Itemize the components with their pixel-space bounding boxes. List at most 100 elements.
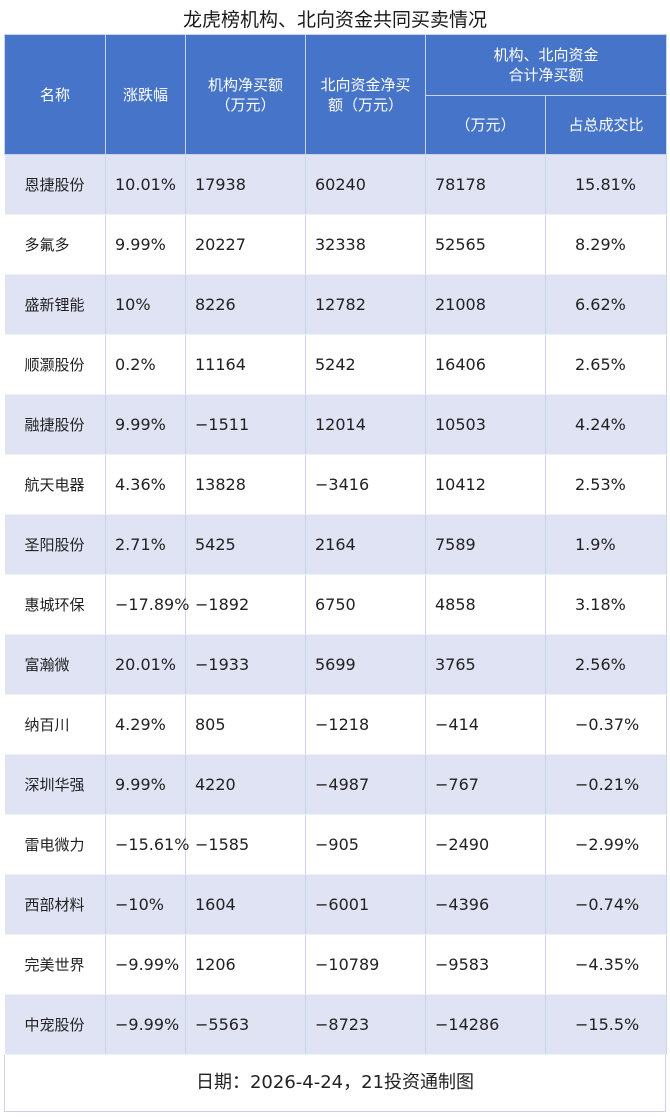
cell-combined-net-buy: 3765 (425, 634, 546, 695)
cell-north-net-buy: −8723 (305, 994, 426, 1055)
cell-combined-net-buy: −2490 (425, 814, 546, 875)
header-change: 涨跌幅 (105, 34, 186, 155)
cell-name: 盛新锂能 (4, 274, 106, 335)
cell-combined-net-buy: −414 (425, 694, 546, 755)
cell-combined-net-buy: 10412 (425, 454, 546, 515)
cell-north-net-buy: 12014 (305, 394, 426, 455)
cell-inst-net-buy: −1511 (185, 394, 306, 455)
cell-inst-net-buy: 805 (185, 694, 306, 755)
cell-inst-net-buy: 11164 (185, 334, 306, 395)
cell-north-net-buy: 6750 (305, 574, 426, 635)
cell-name: 顺灏股份 (4, 334, 106, 395)
table-row: 恩捷股份 10.01% 17938 60240 78178 15.81% (4, 154, 668, 215)
cell-inst-net-buy: 4220 (185, 754, 306, 815)
header-share-of-turnover: 占总成交比 (544, 95, 668, 155)
cell-north-net-buy: −10789 (305, 934, 426, 995)
table-row: 西部材料 −10% 1604 −6001 −4396 −0.74% (4, 874, 668, 935)
cell-change: 9.99% (105, 394, 186, 455)
cell-inst-net-buy: 20227 (185, 214, 306, 275)
cell-combined-net-buy: 10503 (425, 394, 546, 455)
table-row: 惠城环保 −17.89% −1892 6750 4858 3.18% (4, 574, 668, 635)
cell-name: 纳百川 (4, 694, 106, 755)
cell-share-of-turnover: −2.99% (545, 814, 668, 875)
header-inst-net-buy: 机构净买额 （万元） (185, 34, 306, 155)
table-row: 多氟多 9.99% 20227 32338 52565 8.29% (4, 214, 668, 275)
cell-change: −15.61% (105, 814, 189, 875)
cell-inst-net-buy: −1892 (185, 574, 306, 635)
header-combined-amount: （万元） (425, 95, 546, 155)
header-combined-group: 机构、北向资金 合计净买额 (424, 34, 668, 96)
cell-combined-net-buy: 16406 (425, 334, 546, 395)
header-north-net-buy: 北向资金净买 额（万元） (305, 34, 426, 155)
cell-share-of-turnover: 1.9% (545, 514, 668, 575)
cell-north-net-buy: 32338 (305, 214, 426, 275)
cell-share-of-turnover: 3.18% (545, 574, 668, 635)
table-row: 融捷股份 9.99% −1511 12014 10503 4.24% (4, 394, 668, 455)
table-row: 纳百川 4.29% 805 −1218 −414 −0.37% (4, 694, 668, 755)
table-row: 航天电器 4.36% 13828 −3416 10412 2.53% (4, 454, 668, 515)
cell-name: 多氟多 (4, 214, 106, 275)
cell-change: −9.99% (105, 934, 186, 995)
table-row: 完美世界 −9.99% 1206 −10789 −9583 −4.35% (4, 934, 668, 995)
cell-name: 西部材料 (4, 874, 106, 935)
cell-share-of-turnover: −4.35% (545, 934, 668, 995)
cell-north-net-buy: −6001 (305, 874, 426, 935)
cell-north-net-buy: 5242 (305, 334, 426, 395)
cell-name: 富瀚微 (4, 634, 106, 695)
cell-inst-net-buy: −1585 (185, 814, 306, 875)
cell-share-of-turnover: −0.74% (545, 874, 668, 935)
cell-share-of-turnover: 2.56% (545, 634, 668, 695)
cell-change: 4.29% (105, 694, 186, 755)
table-row: 圣阳股份 2.71% 5425 2164 7589 1.9% (4, 514, 668, 575)
cell-inst-net-buy: 1206 (185, 934, 306, 995)
page-title: 龙虎榜机构、北向资金共同买卖情况 (182, 9, 487, 31)
cell-share-of-turnover: 15.81% (545, 154, 668, 215)
cell-combined-net-buy: 7589 (425, 514, 546, 575)
cell-inst-net-buy: −1933 (185, 634, 306, 695)
cell-north-net-buy: 60240 (305, 154, 426, 215)
cell-share-of-turnover: 2.65% (545, 334, 668, 395)
table-row: 深圳华强 9.99% 4220 −4987 −767 −0.21% (4, 754, 668, 815)
cell-change: 2.71% (105, 514, 186, 575)
cell-combined-net-buy: 78178 (425, 154, 546, 215)
cell-inst-net-buy: 8226 (185, 274, 306, 335)
cell-name: 惠城环保 (4, 574, 106, 635)
cell-name: 中宠股份 (4, 994, 106, 1055)
cell-inst-net-buy: 5425 (185, 514, 306, 575)
cell-north-net-buy: −3416 (305, 454, 426, 515)
cell-change: 9.99% (105, 214, 186, 275)
cell-name: 圣阳股份 (4, 514, 106, 575)
trade-table: 名称 涨跌幅 机构净买额 （万元） 北向资金净买 额（万元） 机构、北向资金 合… (4, 34, 668, 1055)
cell-name: 完美世界 (4, 934, 106, 995)
cell-change: 4.36% (105, 454, 186, 515)
cell-name: 航天电器 (4, 454, 106, 515)
header-name: 名称 (4, 34, 106, 155)
cell-share-of-turnover: 8.29% (545, 214, 668, 275)
cell-north-net-buy: −1218 (305, 694, 426, 755)
cell-inst-net-buy: 13828 (185, 454, 306, 515)
cell-share-of-turnover: 4.24% (545, 394, 668, 455)
cell-change: 0.2% (105, 334, 186, 395)
cell-inst-net-buy: 1604 (185, 874, 306, 935)
cell-change: 20.01% (105, 634, 186, 695)
cell-combined-net-buy: −4396 (425, 874, 546, 935)
table-row: 富瀚微 20.01% −1933 5699 3765 2.56% (4, 634, 668, 695)
cell-north-net-buy: −4987 (305, 754, 426, 815)
cell-change: 10% (105, 274, 186, 335)
cell-north-net-buy: 5699 (305, 634, 426, 695)
cell-name: 融捷股份 (4, 394, 106, 455)
cell-combined-net-buy: −767 (425, 754, 546, 815)
cell-share-of-turnover: −0.37% (545, 694, 668, 755)
cell-change: −17.89% (105, 574, 189, 635)
cell-share-of-turnover: −0.21% (545, 754, 668, 815)
cell-share-of-turnover: 6.62% (545, 274, 668, 335)
table-row: 中宠股份 −9.99% −5563 −8723 −14286 −15.5% (4, 994, 668, 1055)
cell-change: 9.99% (105, 754, 186, 815)
cell-change: 10.01% (105, 154, 186, 215)
cell-combined-net-buy: 4858 (425, 574, 546, 635)
cell-name: 恩捷股份 (4, 154, 106, 215)
table-row: 顺灏股份 0.2% 11164 5242 16406 2.65% (4, 334, 668, 395)
cell-combined-net-buy: 52565 (425, 214, 546, 275)
cell-combined-net-buy: −9583 (425, 934, 546, 995)
cell-share-of-turnover: −15.5% (545, 994, 668, 1055)
